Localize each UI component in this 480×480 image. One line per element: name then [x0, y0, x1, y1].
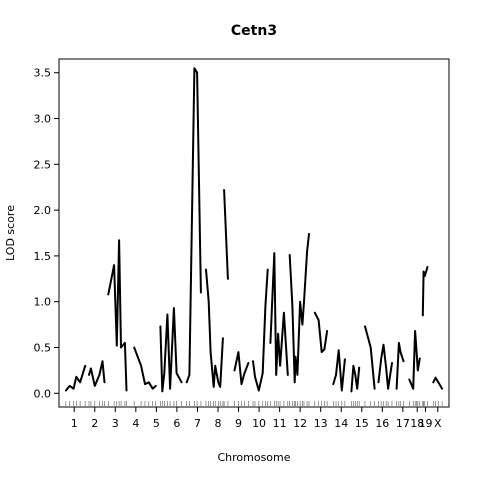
y-tick-label: 1.0 — [34, 296, 52, 309]
lod-line-chr-13 — [332, 349, 346, 392]
lod-line-chr-17 — [395, 341, 405, 390]
x-tick-label: 11 — [273, 417, 287, 430]
lod-line-chr-14 — [350, 364, 361, 393]
lod-line-chr-7 — [223, 189, 229, 280]
y-tick-label: 2.5 — [34, 158, 52, 171]
y-tick-label: 3.5 — [34, 67, 52, 80]
x-tick-label: 17 — [396, 417, 410, 430]
x-tick-label: 1 — [71, 417, 78, 430]
lod-line-chr-5 — [185, 67, 202, 384]
x-tick-label: 9 — [235, 417, 242, 430]
x-tick-label: 18 — [410, 417, 424, 430]
x-tick-label: 4 — [132, 417, 139, 430]
x-tick-label: 2 — [91, 417, 98, 430]
y-tick-label: 3.0 — [34, 113, 52, 126]
lod-line-chr-1 — [64, 364, 87, 392]
x-tick-label: 7 — [194, 417, 201, 430]
x-axis-label: Chromosome — [217, 451, 290, 464]
lod-line-chr-2 — [107, 239, 128, 392]
lod-line-chr-16 — [377, 343, 393, 390]
y-axis-label: LOD score — [4, 205, 17, 261]
lod-line-chr-3 — [133, 346, 157, 390]
lod-line-chr-10 — [269, 252, 289, 376]
lod-line-chr-15 — [364, 325, 376, 390]
lod-series — [64, 67, 444, 393]
x-tick-label: 16 — [375, 417, 389, 430]
lod-line-chr-12 — [313, 311, 329, 354]
x-tick-label: 14 — [334, 417, 348, 430]
y-tick-label: 1.5 — [34, 250, 52, 263]
y-axis: 0.0 0.5 1.0 1.5 2.0 2.5 3.0 3.5 — [34, 67, 59, 400]
lod-line-chr-6 — [205, 268, 224, 388]
y-tick-label: 0.5 — [34, 341, 52, 354]
y-tick-label: 2.0 — [34, 204, 52, 217]
chart-title: Cetn3 — [231, 23, 277, 39]
x-tick-label: 15 — [355, 417, 369, 430]
lod-line-chr-11 — [288, 232, 310, 384]
x-tick-label: 3 — [112, 417, 119, 430]
y-tick-label: 0.0 — [34, 387, 52, 400]
x-tick-label: X — [434, 417, 442, 430]
x-tick-label: 12 — [293, 417, 307, 430]
lod-line-chr-18 — [408, 330, 421, 390]
x-tick-label: 5 — [153, 417, 160, 430]
lod-line-chr-1b — [88, 360, 106, 387]
lod-line-chr-8 — [233, 351, 250, 386]
lod-line-chr-4 — [159, 307, 183, 393]
lod-line-chr-19 — [421, 265, 429, 317]
plot-frame — [58, 58, 450, 408]
x-tick-label: 13 — [314, 417, 328, 430]
x-tick-label: 8 — [214, 417, 221, 430]
lod-line-chr-X — [432, 376, 444, 390]
x-tick-label: 6 — [173, 417, 180, 430]
lod-line-chr-9 — [252, 268, 269, 392]
marker-rug — [65, 401, 443, 406]
x-tick-label: 10 — [252, 417, 266, 430]
x-tick-label: 19 — [418, 417, 432, 430]
